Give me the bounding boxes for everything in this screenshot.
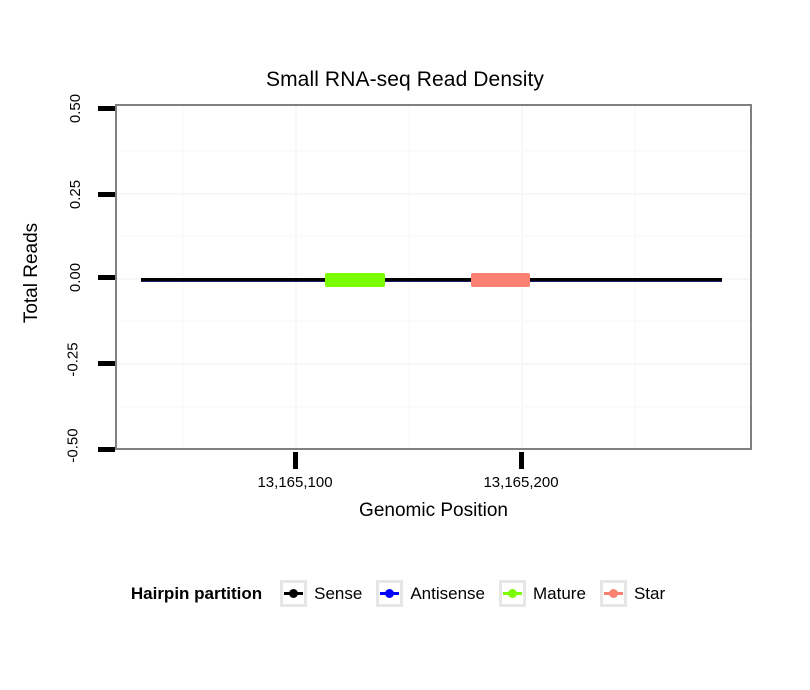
gridline-horizontal-major-1 — [117, 193, 750, 195]
y-tick-mark-0 — [98, 106, 115, 111]
legend-label-star: Star — [633, 583, 666, 603]
legend-title: Hairpin partition — [130, 583, 263, 603]
legend-key-mature-icon — [499, 580, 527, 607]
y-tick-mark-3 — [98, 361, 115, 366]
legend-key-antisense-icon — [376, 580, 404, 607]
chart-title: Small RNA-seq Read Density — [265, 68, 545, 91]
series-segment-star — [471, 273, 530, 287]
gridline-horizontal-major-3 — [117, 363, 750, 365]
gridline-horizontal-minor-4 — [117, 406, 750, 408]
legend-label-sense: Sense — [314, 583, 363, 603]
chart-legend: Hairpin partition Sense Antisense Mature — [0, 580, 810, 607]
y-tick-label-4: -0.50 — [0, 428, 90, 462]
y-tick-mark-1 — [98, 192, 115, 197]
x-axis-title: Genomic Position — [359, 500, 508, 521]
legend-label-mature: Mature — [533, 583, 586, 603]
x-tick-mark-1 — [519, 452, 524, 469]
x-tick-label-1: 13,165,200 — [483, 474, 559, 491]
legend-key-sense-icon — [280, 580, 308, 607]
x-tick-mark-0 — [293, 452, 298, 469]
y-tick-mark-2 — [98, 275, 115, 280]
y-tick-label-0-text: 0.50 — [66, 93, 84, 124]
gridline-vertical-minor-2 — [408, 106, 410, 448]
gridline-horizontal-minor-3 — [117, 320, 750, 322]
y-tick-label-1: 0.25 — [0, 180, 90, 209]
gridline-horizontal-minor-1 — [117, 150, 750, 152]
y-tick-label-3: -0.25 — [0, 342, 90, 376]
series-line-sense — [141, 278, 722, 281]
plot-panel — [115, 104, 752, 450]
y-tick-label-3-text: -0.25 — [64, 342, 82, 377]
gridline-vertical-minor-1 — [182, 106, 184, 448]
legend-item-star[interactable]: Star — [599, 580, 666, 607]
x-tick-label-0: 13,165,100 — [257, 474, 333, 491]
y-tick-mark-4 — [98, 447, 115, 452]
legend-item-sense[interactable]: Sense — [280, 580, 362, 607]
gridline-vertical-major-1 — [295, 106, 297, 448]
legend-item-mature[interactable]: Mature — [499, 580, 586, 607]
legend-key-star-icon — [599, 580, 627, 607]
y-tick-label-2-text: 0.00 — [66, 262, 84, 293]
y-tick-label-0: 0.50 — [0, 94, 90, 123]
legend-item-antisense[interactable]: Antisense — [376, 580, 485, 607]
gridline-horizontal-minor-2 — [117, 235, 750, 237]
gridline-vertical-minor-3 — [634, 106, 636, 448]
legend-label-antisense: Antisense — [410, 583, 486, 603]
series-segment-mature — [325, 273, 385, 287]
y-tick-label-2: 0.00 — [0, 263, 90, 292]
y-tick-label-4-text: -0.50 — [64, 428, 82, 463]
y-tick-label-1-text: 0.25 — [66, 179, 84, 210]
